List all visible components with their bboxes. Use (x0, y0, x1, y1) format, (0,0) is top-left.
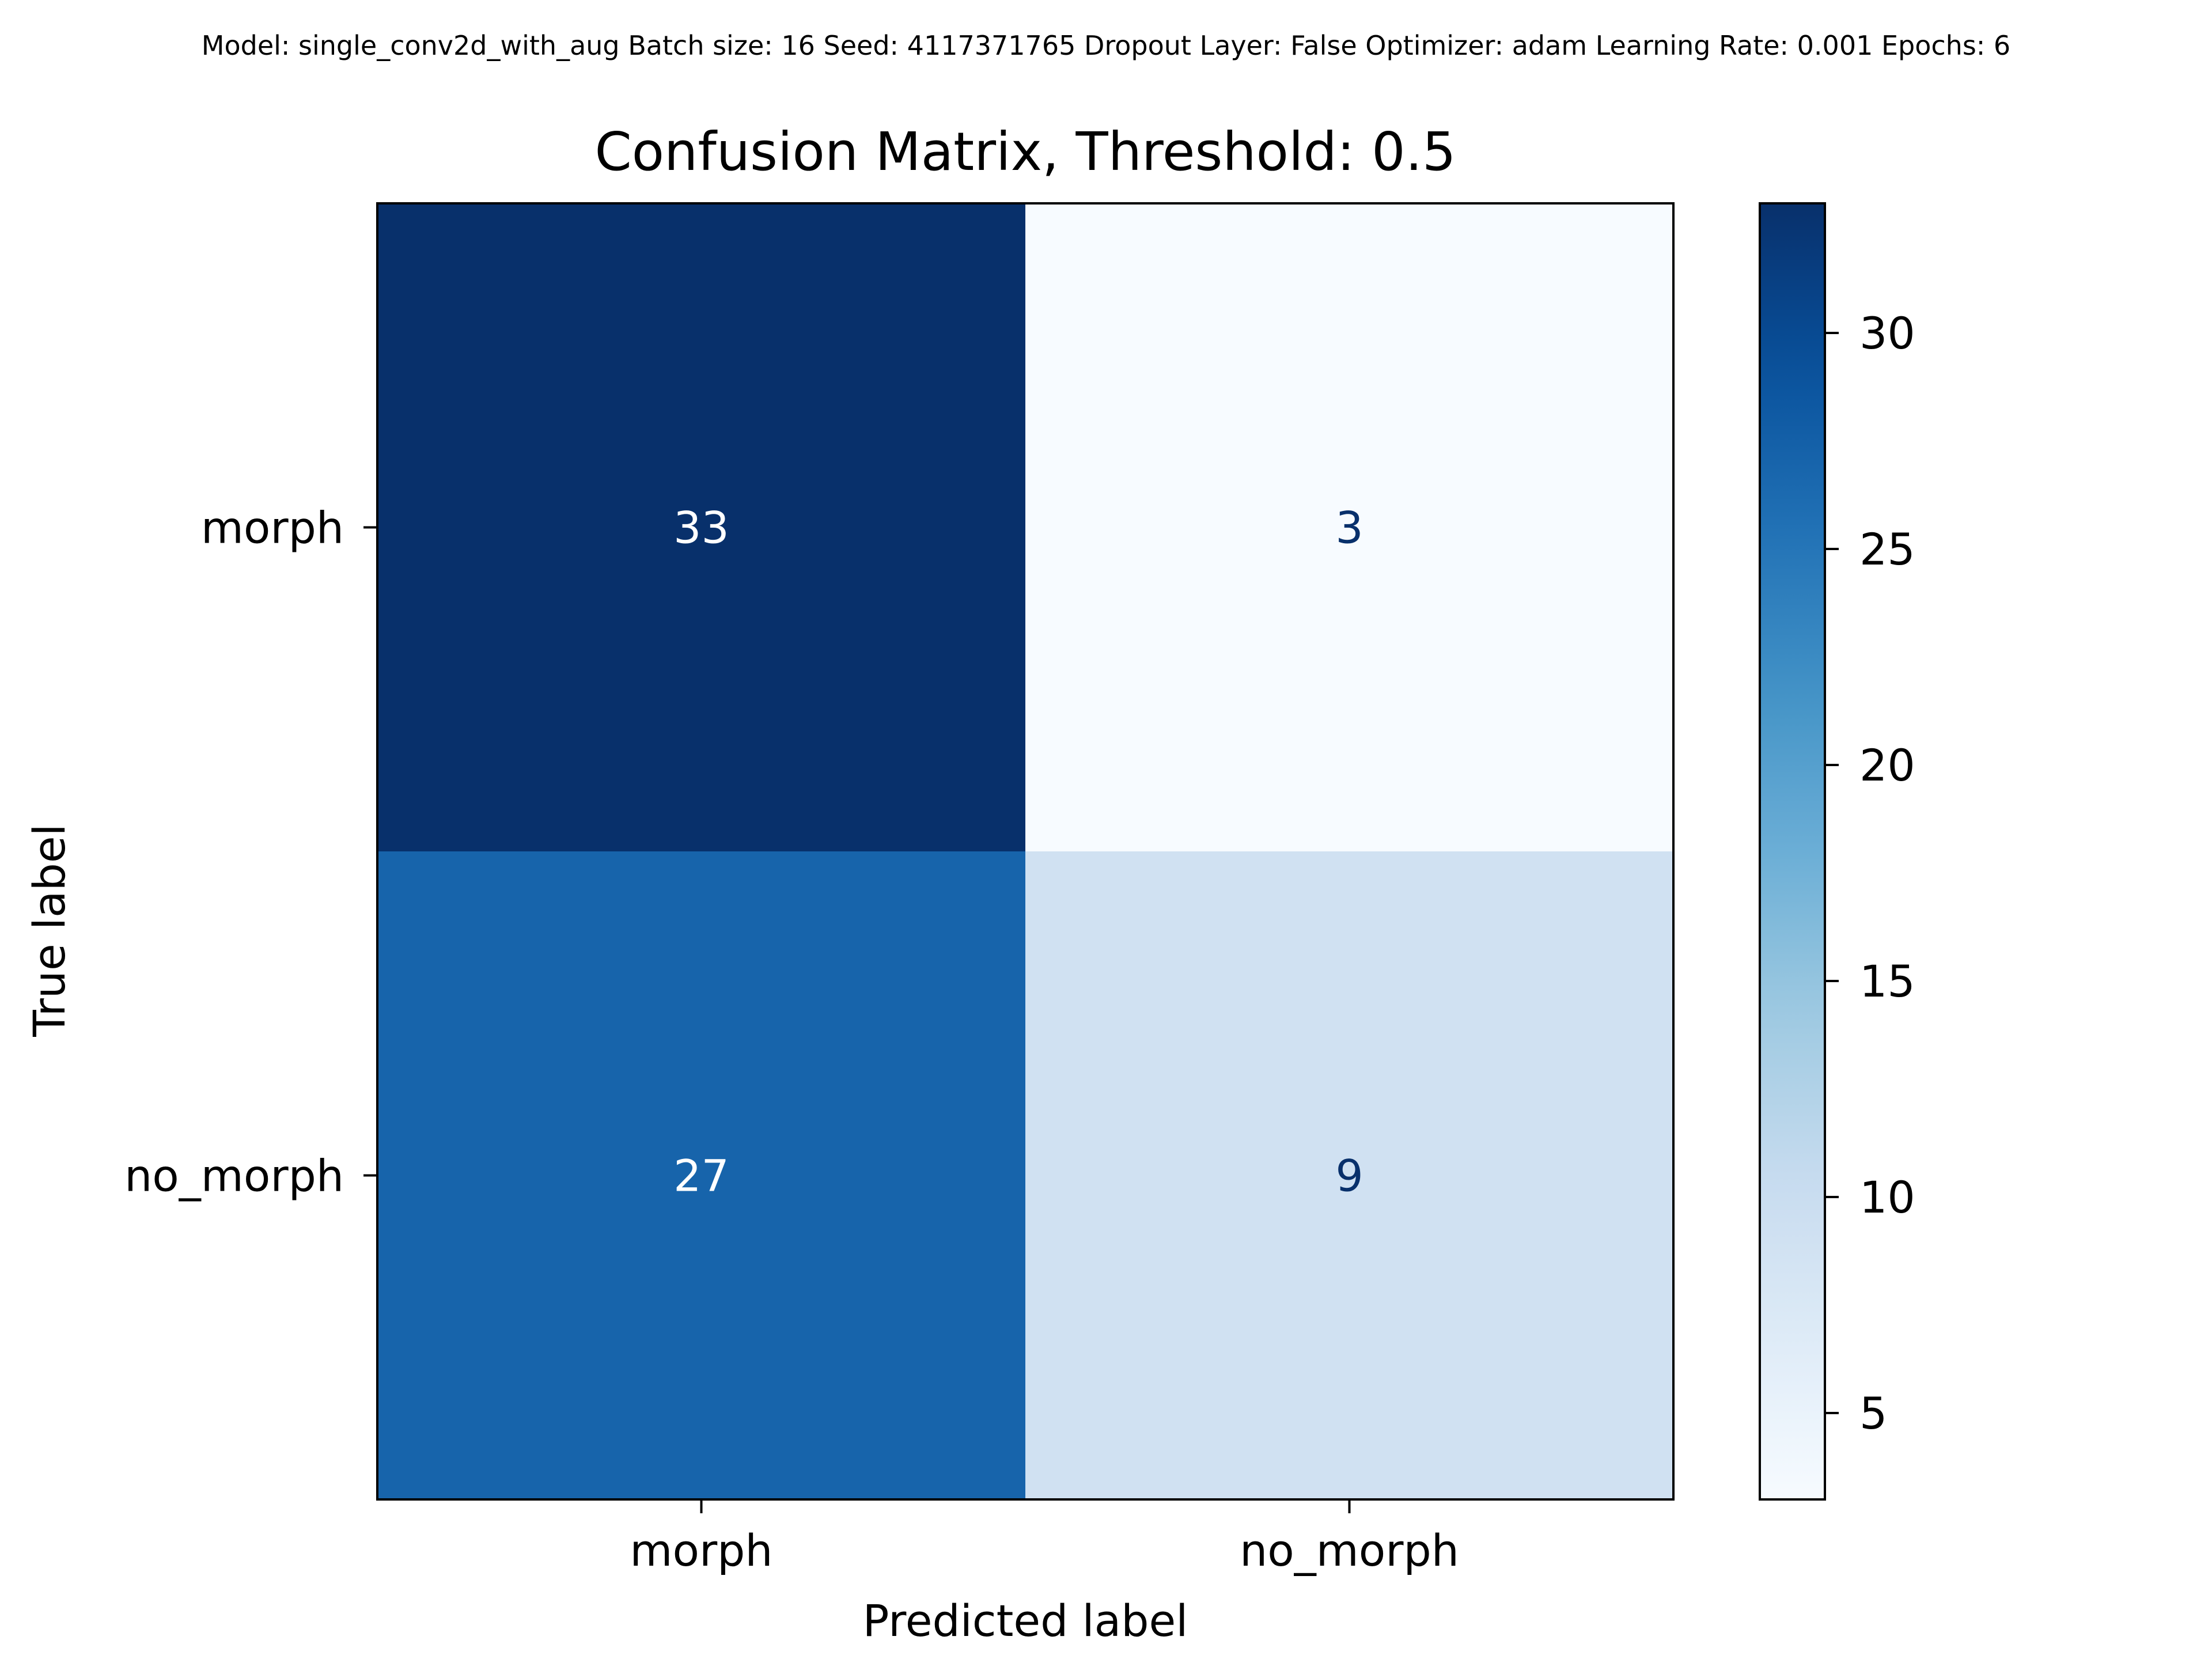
chart-title: Confusion Matrix, Threshold: 0.5 (595, 121, 1456, 183)
colorbar-tick-label: 5 (1859, 1388, 1887, 1439)
x-tick-label: no_morph (1240, 1525, 1459, 1576)
y-axis-label: True label (24, 824, 75, 1037)
colorbar-tick-label: 15 (1859, 956, 1915, 1007)
colorbar-gradient (1760, 203, 1825, 1499)
matrix-cell (377, 203, 1025, 851)
matrix-cell (1025, 851, 1673, 1499)
y-tick-label: morph (201, 502, 344, 554)
colorbar-tick-label: 30 (1859, 308, 1915, 359)
x-axis-label: Predicted label (863, 1595, 1188, 1646)
matrix-cell (1025, 203, 1673, 851)
cell-value-label: 33 (673, 502, 729, 554)
colorbar: 5 10 15 20 25 30 (1759, 202, 1915, 1501)
colorbar-frame (1759, 202, 1826, 1501)
cell-value-label: 9 (1335, 1150, 1363, 1202)
x-tick-label: morph (630, 1525, 772, 1576)
figure-suptitle: Model: single_conv2d_with_aug Batch size… (202, 30, 2010, 61)
matrix-cell (377, 851, 1025, 1499)
colorbar-tick-label: 25 (1859, 524, 1915, 575)
y-tick-label: no_morph (124, 1150, 344, 1202)
cell-value-label: 3 (1335, 502, 1363, 554)
cell-value-label: 27 (673, 1150, 729, 1202)
colorbar-tick-label: 10 (1859, 1172, 1915, 1223)
matrix-frame (376, 202, 1675, 1501)
colorbar-tick-label: 20 (1859, 740, 1915, 791)
